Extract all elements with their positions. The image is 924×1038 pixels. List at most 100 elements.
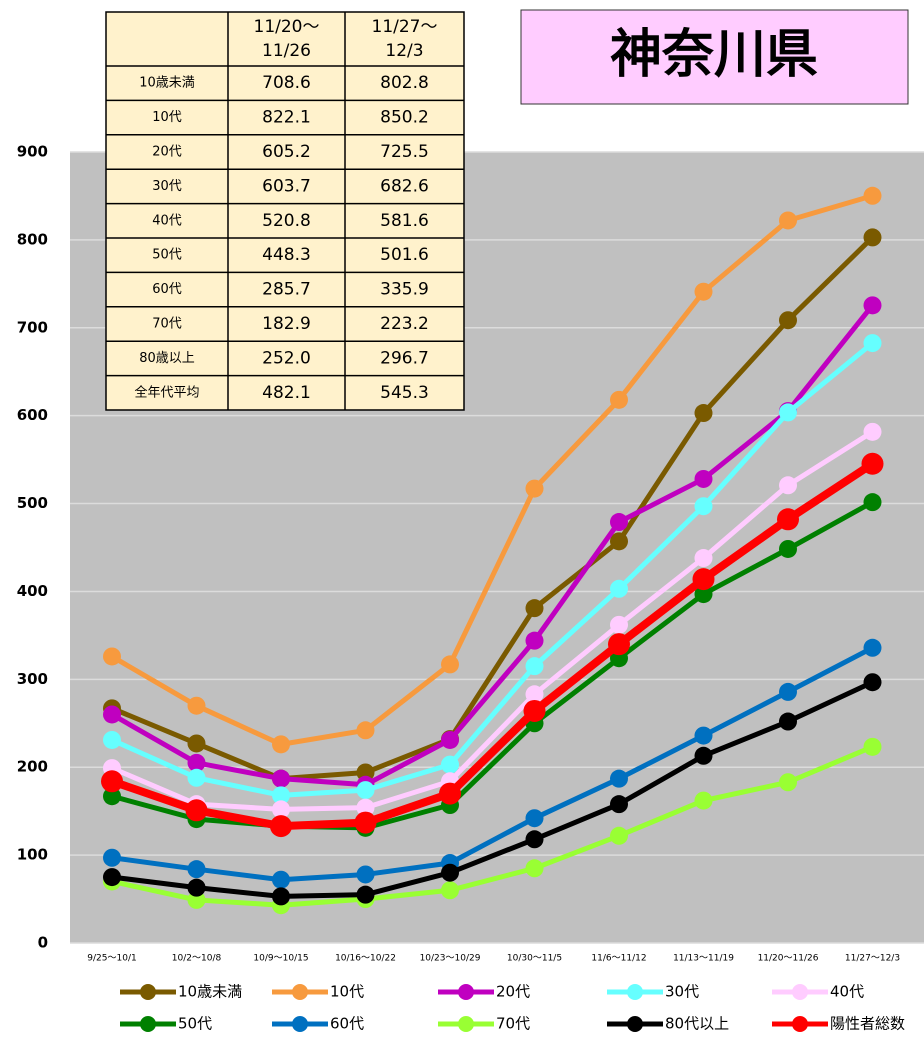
data-point bbox=[610, 532, 628, 551]
x-tick-label: 9/25～10/1 bbox=[87, 954, 136, 964]
data-point bbox=[523, 699, 546, 722]
table-row-label: 10歳未満 bbox=[139, 76, 195, 91]
table-row-label: 40代 bbox=[152, 213, 182, 228]
data-point bbox=[272, 735, 290, 754]
data-point bbox=[441, 730, 459, 749]
data-point bbox=[863, 422, 882, 441]
table-header: 12/3 bbox=[385, 41, 423, 61]
data-point bbox=[694, 549, 713, 568]
series-line bbox=[111, 429, 874, 812]
data-point bbox=[779, 403, 797, 422]
data-point bbox=[187, 753, 206, 772]
y-tick-label: 600 bbox=[17, 406, 48, 424]
table-cell: 448.3 bbox=[262, 245, 311, 265]
table-cell: 708.6 bbox=[262, 73, 311, 93]
x-tick-label: 10/30～11/5 bbox=[507, 954, 562, 964]
table-cell: 285.7 bbox=[262, 280, 311, 300]
title-box bbox=[520, 9, 909, 105]
data-point bbox=[694, 746, 713, 765]
data-point bbox=[185, 799, 208, 822]
data-point bbox=[356, 885, 375, 904]
data-point bbox=[525, 809, 544, 828]
table-cell: 802.8 bbox=[380, 73, 429, 93]
table-cell: 545.3 bbox=[380, 383, 429, 403]
data-point bbox=[272, 800, 290, 819]
x-tick-label: 11/13～11/19 bbox=[673, 954, 734, 964]
data-point bbox=[441, 755, 459, 774]
table-cell: 605.2 bbox=[262, 142, 311, 162]
data-point bbox=[441, 881, 459, 900]
table-row-label: 30代 bbox=[152, 179, 182, 194]
data-point bbox=[356, 865, 375, 884]
data-point bbox=[187, 890, 206, 909]
data-point bbox=[610, 513, 628, 532]
data-point bbox=[187, 860, 206, 879]
table-cell: 850.2 bbox=[380, 108, 429, 128]
legend-marker bbox=[792, 984, 808, 1000]
legend-label: 40代 bbox=[830, 983, 864, 1001]
y-tick-label: 100 bbox=[17, 846, 48, 864]
table-row-label: 20代 bbox=[152, 145, 182, 160]
data-point bbox=[610, 769, 628, 788]
data-point bbox=[103, 705, 121, 724]
data-point bbox=[272, 870, 290, 889]
legend-marker bbox=[140, 984, 156, 1000]
data-point bbox=[694, 282, 713, 301]
table-row-label: 70代 bbox=[152, 317, 182, 332]
legend-marker bbox=[292, 984, 308, 1000]
table-cell: 335.9 bbox=[380, 280, 429, 300]
data-point bbox=[863, 638, 882, 657]
table-cell: 482.1 bbox=[262, 383, 311, 403]
data-point bbox=[103, 868, 121, 887]
table-cell: 725.5 bbox=[380, 142, 429, 162]
data-point bbox=[187, 696, 206, 715]
legend-label: 70代 bbox=[496, 1015, 530, 1033]
data-point bbox=[779, 539, 797, 558]
table-header: 11/26 bbox=[262, 41, 311, 61]
data-point bbox=[610, 795, 628, 814]
data-point bbox=[525, 859, 544, 878]
table-cell: 223.2 bbox=[380, 314, 429, 334]
y-tick-label: 400 bbox=[17, 582, 48, 600]
data-point bbox=[356, 763, 375, 782]
legend-label: 陽性者総数 bbox=[830, 1015, 905, 1033]
data-point bbox=[103, 787, 121, 806]
series-line bbox=[111, 744, 874, 908]
y-tick-label: 900 bbox=[17, 143, 48, 161]
x-tick-label: 10/9～10/15 bbox=[253, 954, 308, 964]
x-tick-label: 11/6～11/12 bbox=[591, 954, 646, 964]
y-tick-label: 700 bbox=[17, 318, 48, 336]
table-cell: 603.7 bbox=[262, 176, 311, 196]
data-point bbox=[863, 186, 882, 205]
legend-marker bbox=[292, 1016, 308, 1032]
table-cell: 520.8 bbox=[262, 211, 311, 231]
series-line bbox=[110, 193, 874, 747]
data-point bbox=[525, 479, 544, 498]
legend-label: 20代 bbox=[496, 983, 530, 1001]
data-point bbox=[863, 228, 882, 247]
data-point bbox=[777, 508, 799, 531]
data-point bbox=[863, 737, 882, 756]
table-cell: 682.6 bbox=[380, 176, 429, 196]
data-point bbox=[439, 782, 461, 805]
data-point bbox=[103, 730, 121, 749]
data-point bbox=[356, 721, 375, 740]
table-cell: 296.7 bbox=[380, 348, 429, 368]
legend-label: 80代以上 bbox=[665, 1015, 729, 1033]
table-cell: 822.1 bbox=[262, 108, 311, 128]
legend-marker bbox=[627, 1016, 643, 1032]
data-point bbox=[694, 497, 713, 516]
table-row-label: 10代 bbox=[152, 110, 182, 125]
data-point bbox=[525, 830, 544, 849]
data-point bbox=[610, 826, 628, 845]
data-point bbox=[694, 791, 713, 810]
table-cell: 501.6 bbox=[380, 245, 429, 265]
data-point bbox=[694, 404, 713, 423]
legend-marker bbox=[627, 984, 643, 1000]
data-point bbox=[525, 631, 544, 650]
chart-title: 神奈川県 bbox=[610, 25, 818, 85]
data-point bbox=[610, 615, 628, 634]
y-tick-label: 500 bbox=[17, 494, 48, 512]
table-bg bbox=[105, 11, 465, 411]
